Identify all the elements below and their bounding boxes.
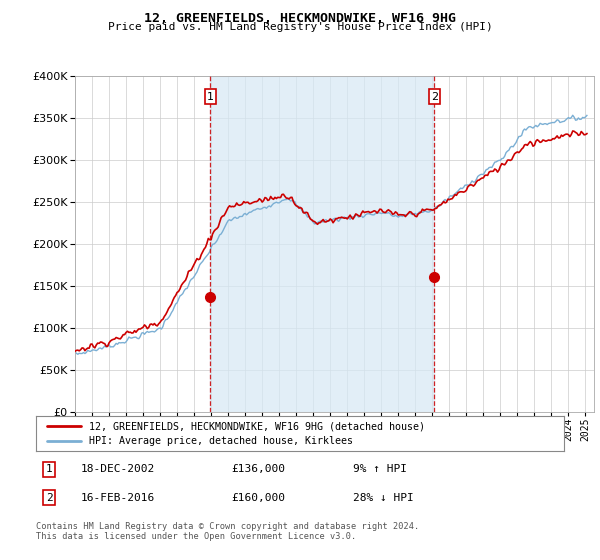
Text: 9% ↑ HPI: 9% ↑ HPI [353,464,407,474]
Text: Price paid vs. HM Land Registry's House Price Index (HPI): Price paid vs. HM Land Registry's House … [107,22,493,32]
Text: £160,000: £160,000 [232,493,286,502]
Text: 18-DEC-2002: 18-DEC-2002 [81,464,155,474]
Text: 1: 1 [207,92,214,101]
Text: 2: 2 [431,92,438,101]
Text: £136,000: £136,000 [232,464,286,474]
Text: 2: 2 [46,493,53,502]
Text: 16-FEB-2016: 16-FEB-2016 [81,493,155,502]
Text: 28% ↓ HPI: 28% ↓ HPI [353,493,413,502]
Text: Contains HM Land Registry data © Crown copyright and database right 2024.
This d: Contains HM Land Registry data © Crown c… [36,522,419,542]
Text: 1: 1 [46,464,53,474]
Text: 12, GREENFIELDS, HECKMONDWIKE, WF16 9HG (detached house): 12, GREENFIELDS, HECKMONDWIKE, WF16 9HG … [89,422,425,432]
Text: HPI: Average price, detached house, Kirklees: HPI: Average price, detached house, Kirk… [89,436,353,446]
Bar [211,76,434,412]
Text: 12, GREENFIELDS, HECKMONDWIKE, WF16 9HG: 12, GREENFIELDS, HECKMONDWIKE, WF16 9HG [144,12,456,25]
